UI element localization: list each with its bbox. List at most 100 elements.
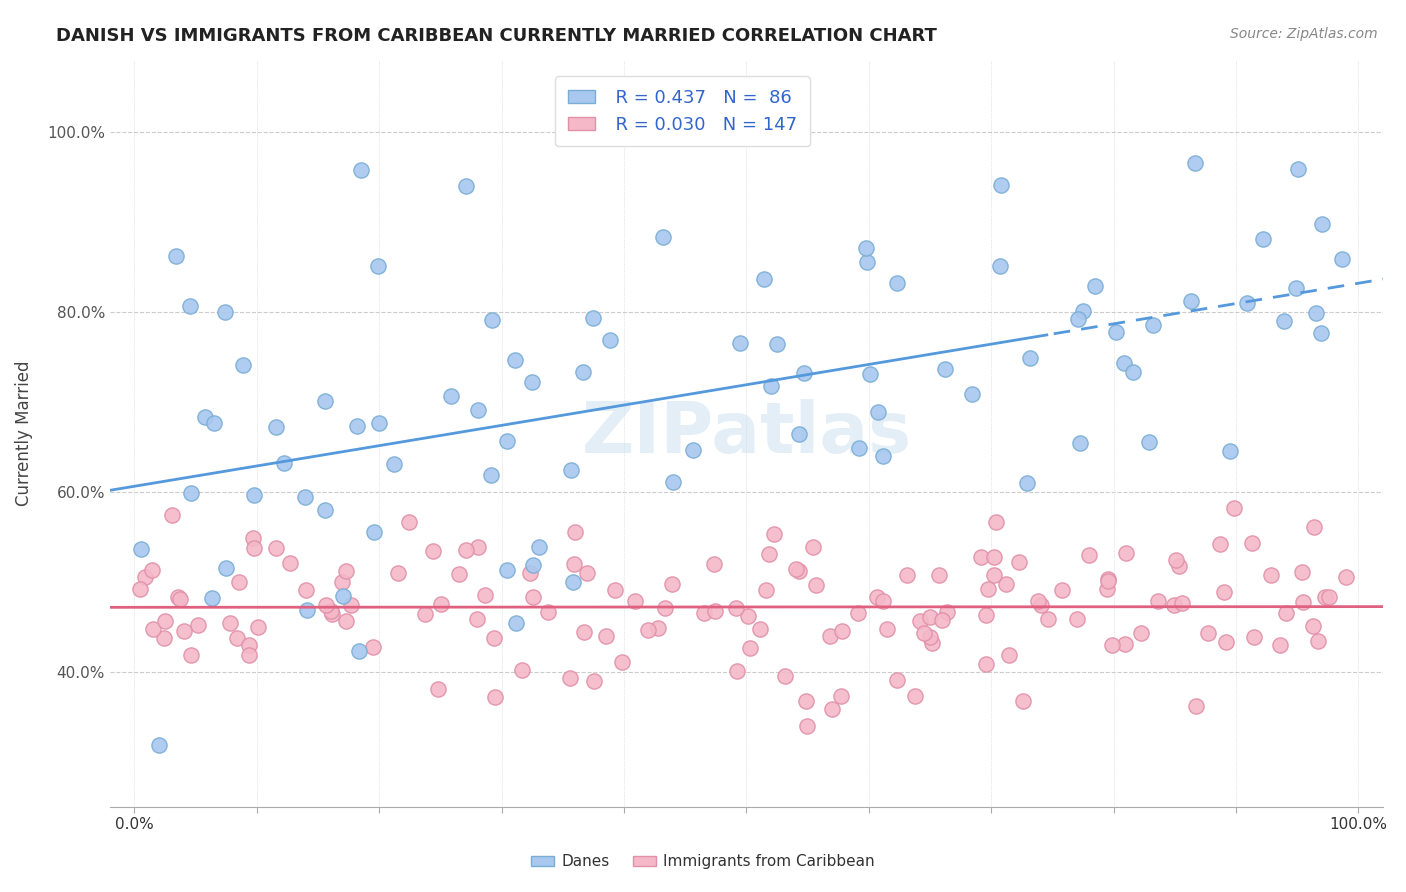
Point: [1317, 590, 1340, 604]
Text: DANISH VS IMMIGRANTS FROM CARIBBEAN CURRENTLY MARRIED CORRELATION CHART: DANISH VS IMMIGRANTS FROM CARIBBEAN CURR…: [56, 27, 938, 45]
Point: [1285, 281, 1308, 295]
Point: [1303, 520, 1326, 534]
Point: [167, 590, 190, 604]
Text: ZIPatlas: ZIPatlas: [581, 399, 911, 467]
Point: [831, 624, 853, 638]
Point: [1170, 596, 1192, 610]
Point: [1101, 638, 1123, 652]
Point: [637, 623, 659, 637]
Point: [315, 598, 337, 612]
Point: [194, 409, 217, 424]
Point: [1084, 279, 1107, 293]
Point: [294, 582, 316, 597]
Point: [765, 337, 787, 351]
Point: [467, 540, 489, 554]
Point: [335, 614, 357, 628]
Point: [180, 486, 202, 500]
Point: [1241, 536, 1264, 550]
Point: [1163, 598, 1185, 612]
Point: [202, 416, 225, 430]
Point: [1219, 443, 1241, 458]
Point: [1251, 232, 1274, 246]
Point: [661, 577, 683, 591]
Point: [160, 508, 183, 523]
Point: [821, 702, 844, 716]
Point: [571, 365, 593, 379]
Point: [818, 629, 841, 643]
Point: [238, 639, 260, 653]
Point: [447, 566, 470, 581]
Point: [1180, 294, 1202, 309]
Point: [363, 525, 385, 540]
Point: [801, 540, 824, 554]
Point: [1260, 568, 1282, 582]
Point: [654, 601, 676, 615]
Point: [988, 259, 1011, 273]
Point: [361, 640, 384, 654]
Point: [872, 449, 894, 463]
Point: [1274, 314, 1296, 328]
Point: [481, 313, 503, 327]
Point: [582, 311, 605, 326]
Point: [387, 566, 409, 580]
Point: [243, 488, 266, 502]
Text: Source: ZipAtlas.com: Source: ZipAtlas.com: [1230, 27, 1378, 41]
Point: [921, 635, 943, 649]
Point: [1015, 476, 1038, 491]
Point: [366, 259, 388, 273]
Point: [758, 547, 780, 561]
Point: [201, 591, 224, 605]
Point: [576, 566, 599, 581]
Point: [918, 610, 941, 624]
Point: [872, 594, 894, 608]
Point: [332, 589, 354, 603]
Point: [142, 622, 165, 636]
Point: [496, 563, 519, 577]
Point: [294, 490, 316, 504]
Point: [1050, 583, 1073, 598]
Point: [465, 612, 488, 626]
Point: [903, 690, 925, 704]
Point: [796, 719, 818, 733]
Point: [278, 556, 301, 570]
Point: [605, 582, 627, 597]
Point: [652, 230, 675, 244]
Point: [247, 619, 270, 633]
Point: [242, 531, 264, 545]
Point: [522, 558, 544, 573]
Point: [1331, 252, 1354, 266]
Point: [974, 657, 997, 671]
Point: [998, 648, 1021, 662]
Point: [1071, 303, 1094, 318]
Point: [960, 387, 983, 401]
Point: [482, 631, 505, 645]
Point: [129, 582, 152, 596]
Point: [346, 419, 368, 434]
Point: [232, 359, 254, 373]
Point: [367, 416, 389, 430]
Point: [1209, 537, 1232, 551]
Point: [266, 541, 288, 555]
Point: [349, 162, 371, 177]
Point: [1069, 436, 1091, 450]
Point: [314, 503, 336, 517]
Point: [214, 561, 236, 575]
Point: [1302, 619, 1324, 633]
Point: [737, 608, 759, 623]
Point: [703, 603, 725, 617]
Point: [264, 419, 287, 434]
Point: [180, 648, 202, 662]
Point: [830, 689, 852, 703]
Point: [562, 558, 585, 572]
Point: [725, 601, 748, 615]
Point: [1112, 356, 1135, 370]
Point: [529, 540, 551, 554]
Point: [785, 562, 807, 576]
Point: [1336, 570, 1358, 584]
Point: [866, 405, 889, 419]
Point: [773, 669, 796, 683]
Point: [186, 617, 208, 632]
Point: [1097, 574, 1119, 588]
Point: [219, 616, 242, 631]
Point: [1130, 626, 1153, 640]
